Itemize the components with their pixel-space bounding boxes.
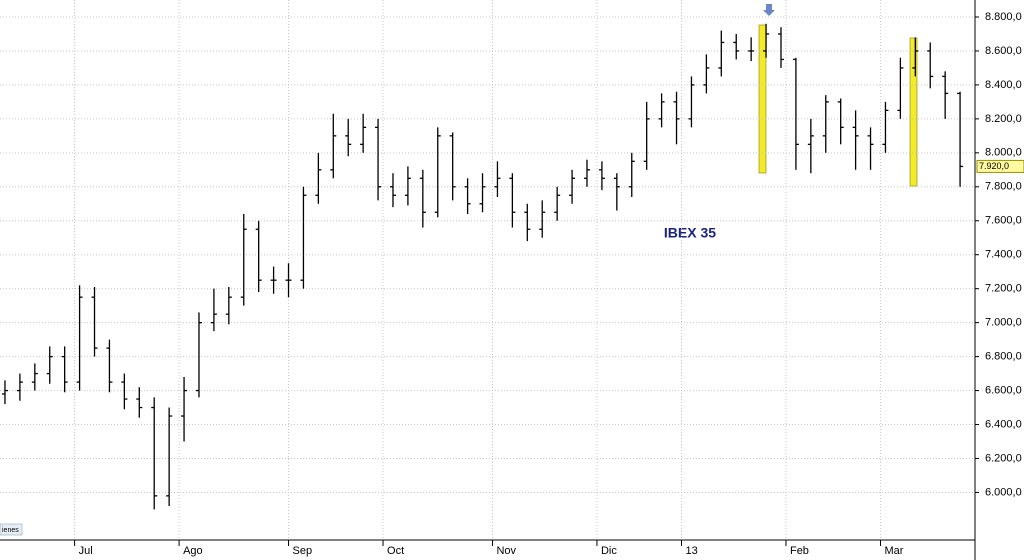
x-tick-label: 13 bbox=[686, 545, 698, 557]
y-tick-label: 6.000,0 bbox=[985, 486, 1022, 498]
y-tick-label: 6.600,0 bbox=[985, 384, 1022, 396]
y-tick-label: 7.600,0 bbox=[985, 215, 1022, 227]
y-tick-label: 6.400,0 bbox=[985, 418, 1022, 430]
y-tick-label: 7.200,0 bbox=[985, 283, 1022, 295]
highlight bbox=[758, 24, 767, 174]
x-tick-label: Nov bbox=[496, 545, 516, 557]
y-tick-label: 6.800,0 bbox=[985, 351, 1022, 363]
chart-title: IBEX 35 bbox=[664, 225, 716, 241]
x-tick-label: Mar bbox=[884, 545, 903, 557]
y-tick-label: 7.400,0 bbox=[985, 249, 1022, 261]
y-tick-label: 8.200,0 bbox=[985, 113, 1022, 125]
y-tick-label: 8.600,0 bbox=[985, 45, 1022, 57]
last-price-box bbox=[976, 159, 1024, 173]
y-tick-label: 8.800,0 bbox=[985, 11, 1022, 23]
corner-label: ienes bbox=[2, 527, 19, 534]
arrow-marker bbox=[763, 4, 775, 16]
x-tick-label: Ago bbox=[183, 545, 203, 557]
x-tick-label: Sep bbox=[293, 545, 313, 557]
highlight bbox=[909, 37, 918, 187]
y-tick-label: 8.400,0 bbox=[985, 79, 1022, 91]
y-tick-label: 7.800,0 bbox=[985, 181, 1022, 193]
y-tick-label: 6.200,0 bbox=[985, 452, 1022, 464]
y-tick-label: 7.000,0 bbox=[985, 317, 1022, 329]
x-tick-label: Jul bbox=[79, 545, 93, 557]
x-tick-label: Dic bbox=[601, 545, 617, 557]
x-tick-label: Feb bbox=[790, 545, 809, 557]
x-tick-label: Oct bbox=[387, 545, 404, 557]
corner-box bbox=[0, 523, 23, 536]
last-price-label: 7.920,0 bbox=[979, 161, 1009, 171]
y-tick-label: 8.000,0 bbox=[985, 147, 1022, 159]
